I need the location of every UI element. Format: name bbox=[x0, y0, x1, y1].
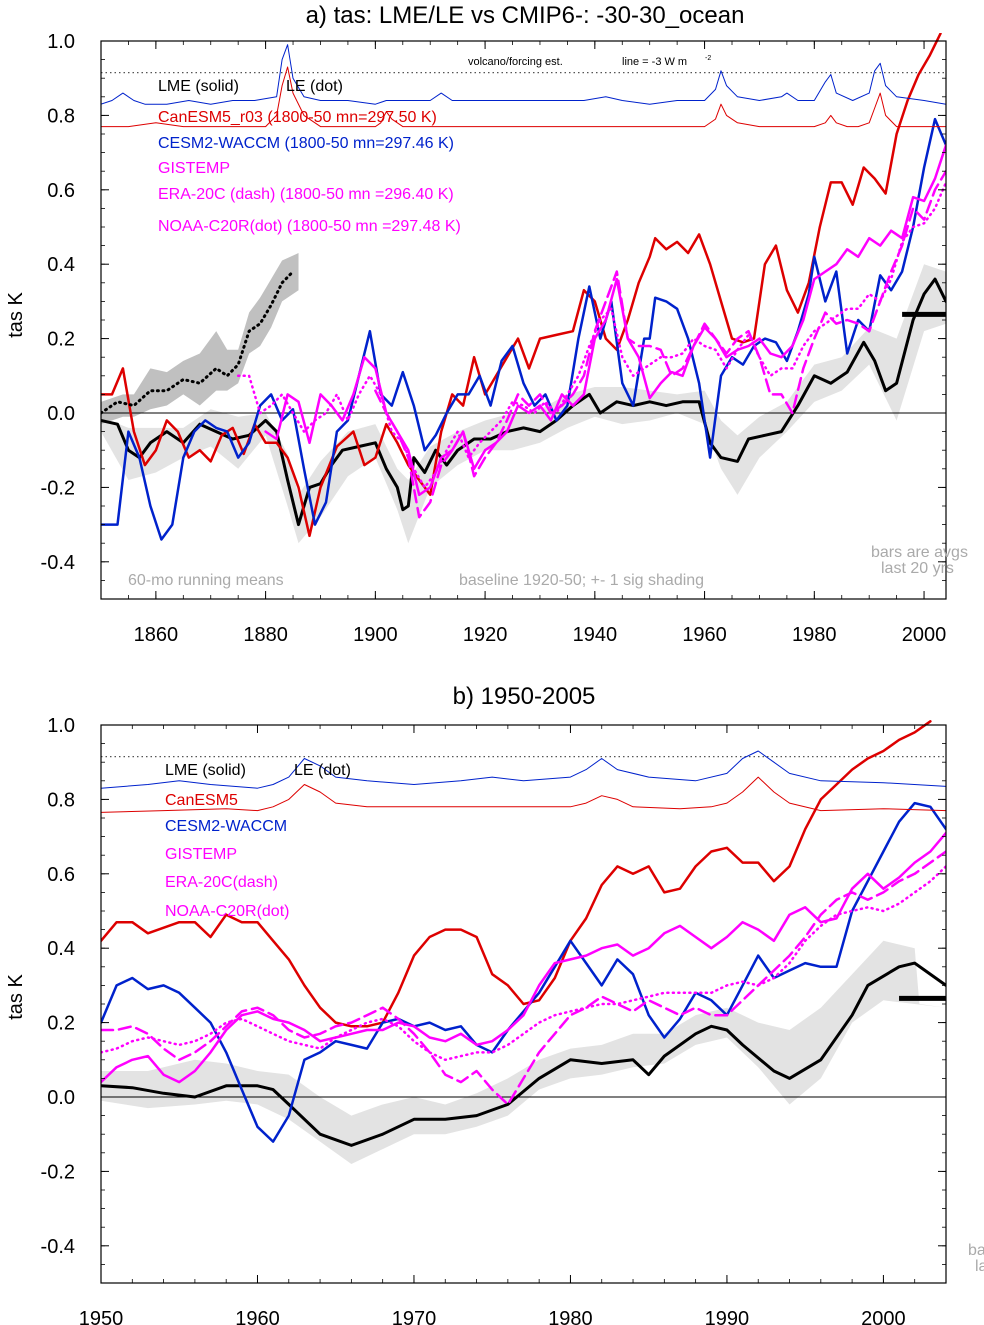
panel-b-bands bbox=[101, 756, 946, 1164]
legend-b-le: LE (dot) bbox=[294, 762, 351, 779]
panel-a-title: a) tas: LME/LE vs CMIP6-: -30-30_ocean bbox=[306, 2, 745, 29]
x-tick-label: 1960 bbox=[235, 1308, 280, 1325]
panel-a-series-cesm-thin bbox=[101, 44, 946, 105]
legend-a-gistemp: GISTEMP bbox=[158, 160, 230, 177]
legend-a-cesm: CESM2-WACCM (1800-50 mn=297.46 K) bbox=[158, 135, 454, 152]
x-tick-label: 1880 bbox=[243, 624, 288, 646]
baseline-note: baseline 1920-50; +- 1 sig shading bbox=[459, 572, 704, 589]
x-tick-label: 1860 bbox=[134, 624, 179, 646]
y-tick-label: 0.6 bbox=[47, 864, 75, 886]
legend-b-canesm: CanESM5 bbox=[165, 792, 238, 809]
panel-a-band-shade bbox=[101, 264, 946, 544]
x-tick-label: 1980 bbox=[548, 1308, 593, 1325]
panel-a-series-canesm-thin bbox=[101, 66, 946, 128]
panel-b-series bbox=[101, 720, 946, 1147]
legend-b-cesm: CESM2-WACCM bbox=[165, 818, 287, 835]
forcing-line-superscript: -2 bbox=[705, 55, 711, 62]
y-tick-label: 0.2 bbox=[47, 1013, 75, 1035]
legend-b-noaa: NOAA-C20R(dot) bbox=[165, 903, 289, 920]
y-tick-label: 0.8 bbox=[47, 789, 75, 811]
panel-a-axes: -0.4 -0.2 0.0 0.2 0.4 0.6 0.8 1.0 1860 1880 1900 19… bbox=[41, 31, 947, 646]
y-tick-label: 0.4 bbox=[47, 938, 75, 960]
panel-b-series-canesm-solid bbox=[101, 720, 932, 1028]
legend-a-noaa: NOAA-C20R(dot) (1800-50 mn =297.48 K) bbox=[158, 218, 461, 235]
panel-b-series-obs-solid bbox=[101, 831, 946, 1084]
panel-b-series-canesm-thin bbox=[101, 776, 946, 813]
y-tick-label: -0.4 bbox=[41, 1236, 75, 1258]
forcing-note: volcano/forcing est. bbox=[468, 56, 563, 68]
x-tick-label: 1990 bbox=[705, 1308, 750, 1325]
panel-b-series-cesm-thin bbox=[101, 750, 946, 789]
y-tick-label: 0.6 bbox=[47, 180, 75, 202]
x-tick-label: 1940 bbox=[573, 624, 618, 646]
panel-a-series-obs-solid bbox=[264, 143, 946, 497]
x-tick-label: 2000 bbox=[861, 1308, 906, 1325]
x-tick-label: 1900 bbox=[353, 624, 398, 646]
panel-a-y-axis-label: tas K bbox=[5, 292, 27, 338]
legend-a-canesm: CanESM5_r03 (1800-50 mn=297.50 K) bbox=[158, 109, 437, 126]
bars-note-1: bars are avgs bbox=[871, 544, 968, 561]
legend-a-era20c: ERA-20C (dash) (1800-50 mn =296.40 K) bbox=[158, 186, 454, 203]
panel-b-y-axis-label: tas K bbox=[5, 974, 27, 1020]
x-tick-label: 1920 bbox=[463, 624, 508, 646]
panel-a-legend: LME (solid) LE (dot) CanESM5_r03 (1800-5… bbox=[158, 78, 461, 235]
y-tick-label: -0.2 bbox=[41, 477, 75, 499]
x-tick-label: 1960 bbox=[682, 624, 727, 646]
panel-b-title: b) 1950-2005 bbox=[453, 683, 596, 710]
y-tick-label: 0.0 bbox=[47, 403, 75, 425]
bars-note-2: last 20 yrs bbox=[881, 560, 954, 577]
panel-b-axes: -0.4 -0.2 0.0 0.2 0.4 0.6 0.8 1.0 1950 1960 1970 19… bbox=[41, 715, 947, 1325]
x-tick-label: 1980 bbox=[792, 624, 837, 646]
legend-b-gistemp: GISTEMP bbox=[165, 846, 237, 863]
forcing-line-note: line = -3 W m bbox=[622, 56, 687, 68]
panel-b-series-obs-dash bbox=[101, 850, 946, 1106]
x-tick-label: 1970 bbox=[392, 1308, 437, 1325]
bars-note-b-2: la bbox=[975, 1258, 984, 1275]
panel-b-series-cesm-solid bbox=[101, 801, 946, 1143]
panel-a-bands bbox=[101, 72, 946, 544]
y-tick-label: 0.8 bbox=[47, 105, 75, 127]
panel-a-series bbox=[101, 33, 946, 541]
panel-a: a) tas: LME/LE vs CMIP6-: -30-30_ocean t… bbox=[5, 2, 968, 646]
y-tick-label: -0.4 bbox=[41, 552, 75, 574]
panel-a-series-lme-dot bbox=[101, 270, 295, 415]
panel-a-series-lme-solid bbox=[101, 277, 946, 527]
panel-a-series-obs-dot bbox=[236, 181, 946, 489]
panel-a-series-obs-dash bbox=[374, 169, 946, 519]
panel-a-series-cesm-solid bbox=[101, 117, 946, 541]
panel-b: b) 1950-2005 tas K -0.4 -0.2 0.0 0.2 0.4 0.6 0… bbox=[5, 683, 984, 1325]
panel-b-series-lme-solid bbox=[101, 961, 946, 1147]
bars-note-b-1: ba bbox=[968, 1242, 984, 1259]
x-tick-label: 2000 bbox=[902, 624, 947, 646]
running-mean-note: 60-mo running means bbox=[128, 572, 284, 589]
panel-b-legend: LME (solid) LE (dot) CanESM5 CESM2-WACCM… bbox=[165, 762, 351, 920]
legend-b-lme: LME (solid) bbox=[165, 762, 246, 779]
panel-a-band-le_shade bbox=[101, 253, 299, 425]
y-tick-label: 0.0 bbox=[47, 1087, 75, 1109]
y-tick-label: 0.2 bbox=[47, 329, 75, 351]
panel-b-band-shade bbox=[101, 940, 946, 1164]
y-tick-label: 1.0 bbox=[47, 715, 75, 737]
y-tick-label: -0.2 bbox=[41, 1161, 75, 1183]
panel-b-series-obs-dot bbox=[101, 865, 946, 1062]
legend-a-le: LE (dot) bbox=[286, 78, 343, 95]
legend-a-lme: LME (solid) bbox=[158, 78, 239, 95]
y-tick-label: 0.4 bbox=[47, 254, 75, 276]
legend-b-era20c: ERA-20C(dash) bbox=[165, 874, 278, 891]
panel-a-series-canesm-solid bbox=[101, 33, 942, 538]
x-tick-label: 1950 bbox=[79, 1308, 124, 1325]
y-tick-label: 1.0 bbox=[47, 31, 75, 53]
